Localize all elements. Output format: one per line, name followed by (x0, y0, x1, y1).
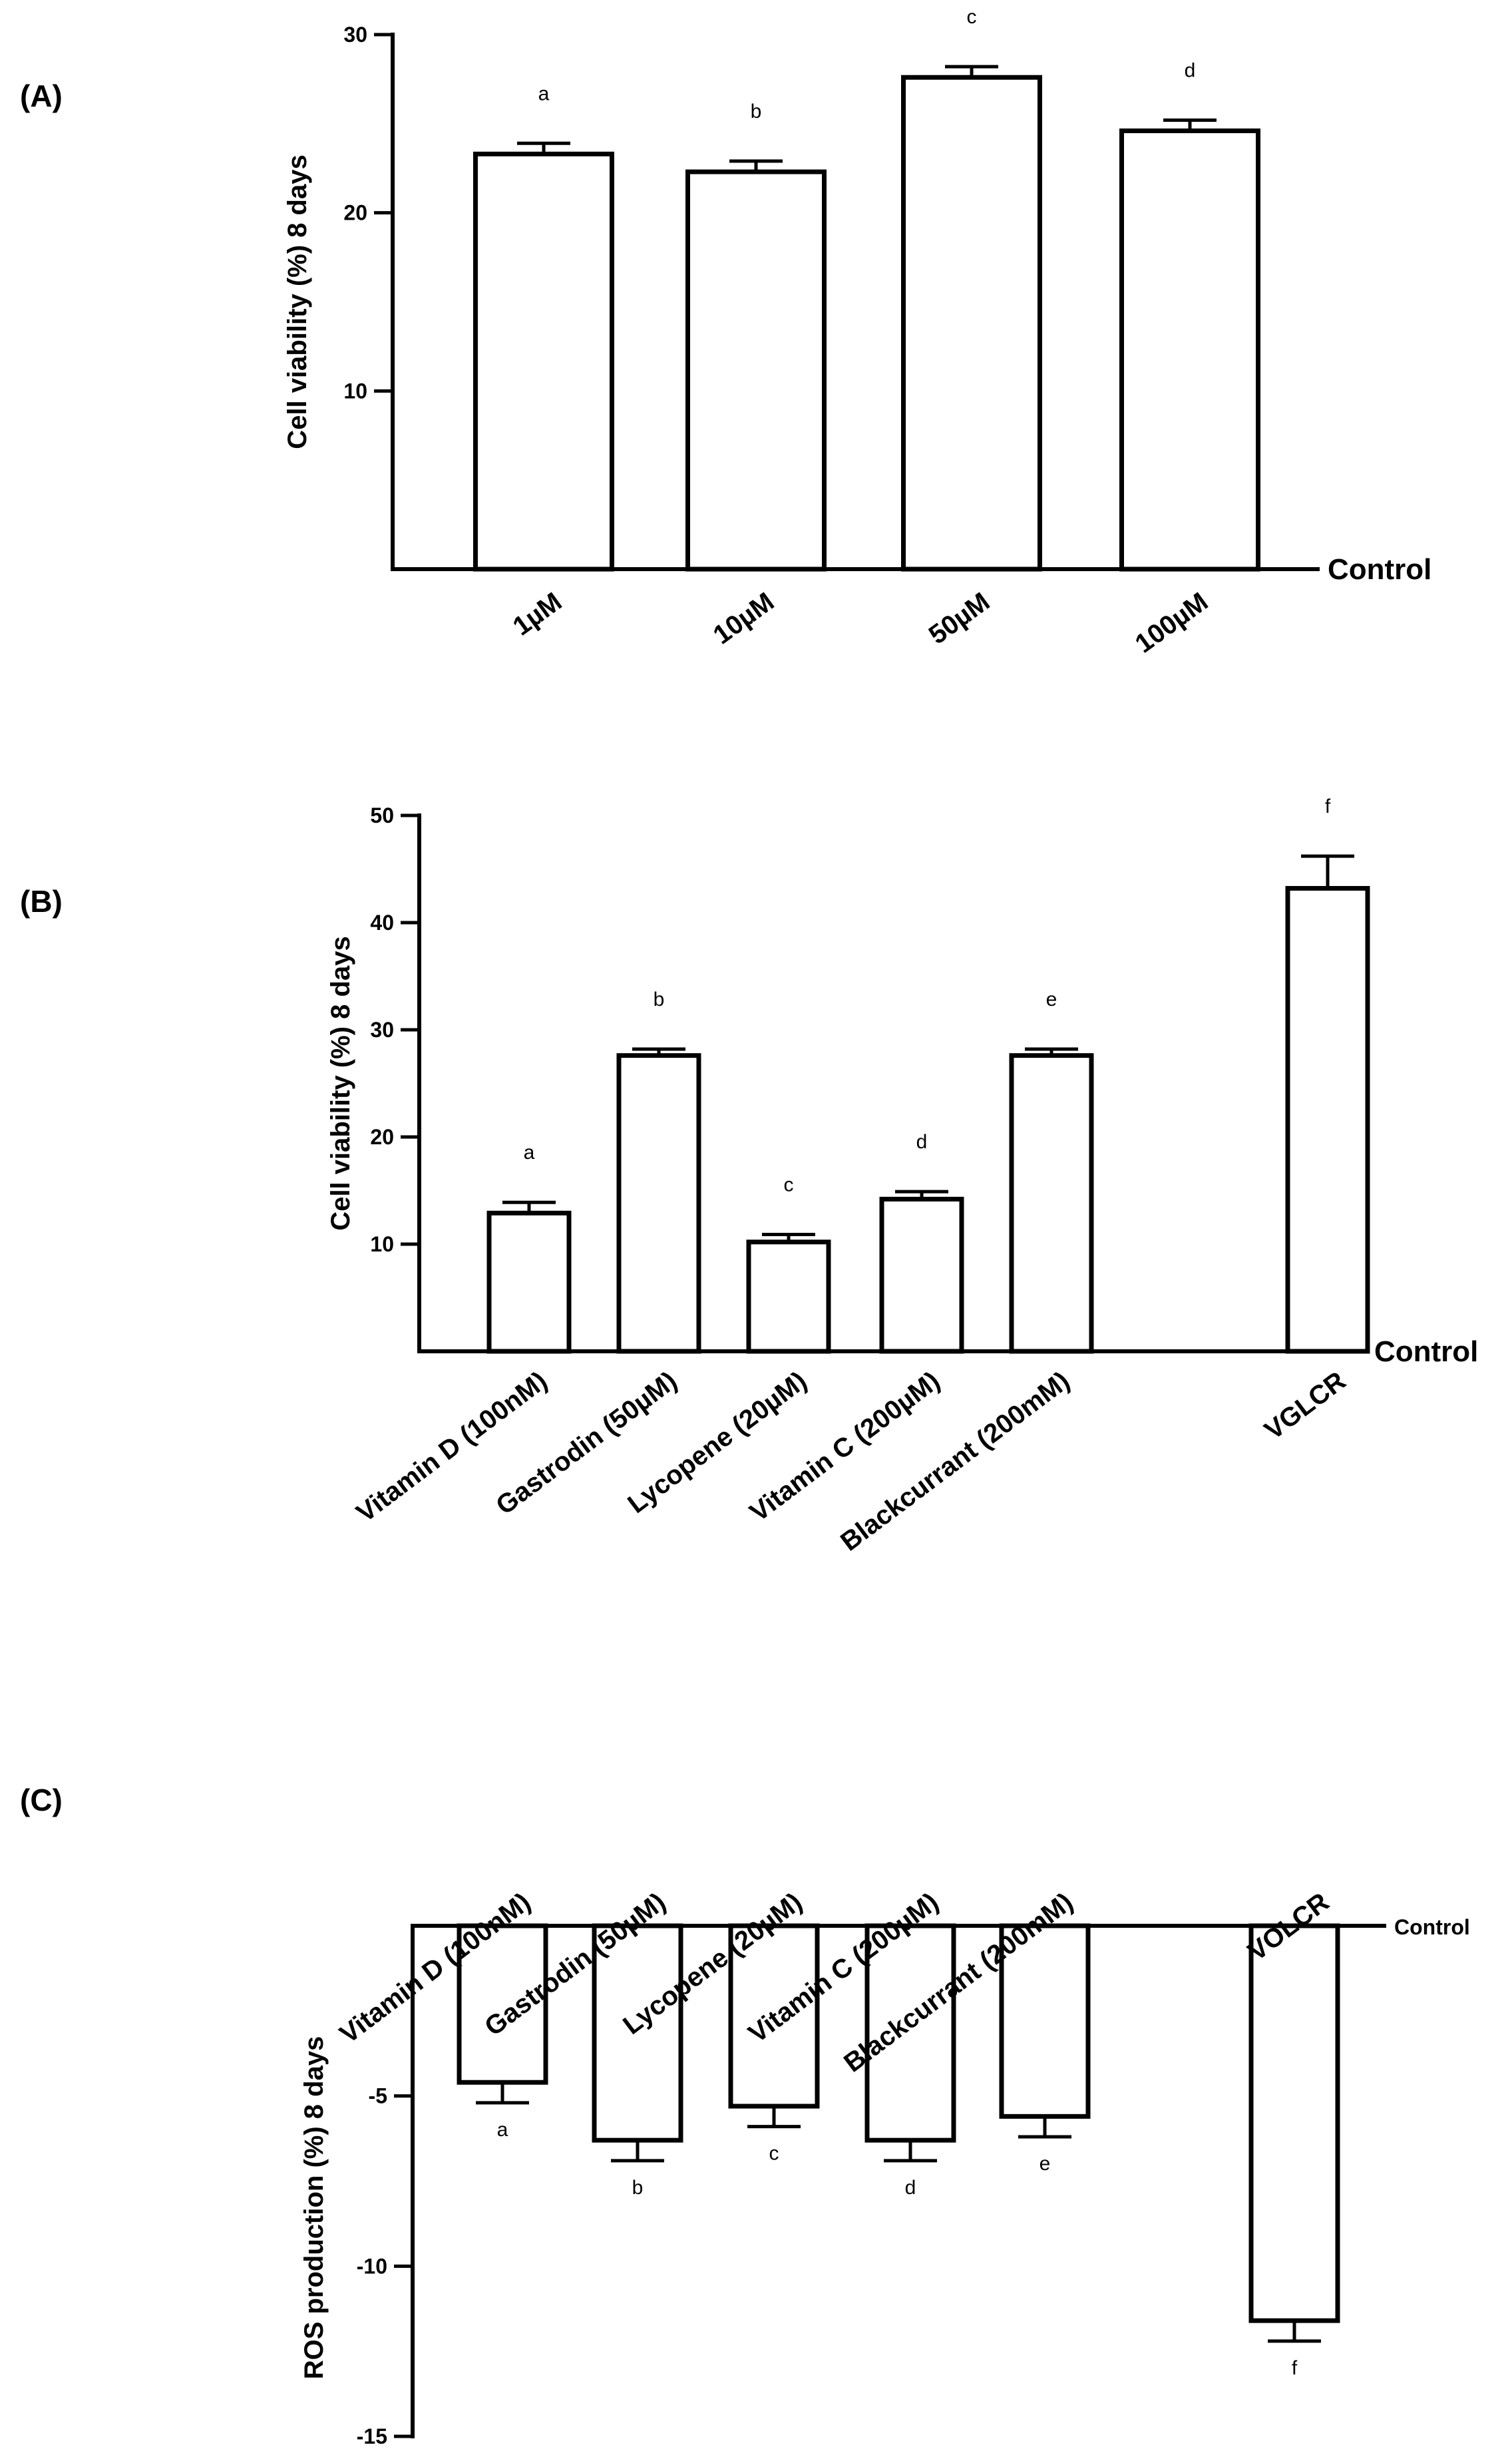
panel-b-bar (486, 1210, 572, 1354)
panel-b-x-tick-label: Blackcurrant (200mM) (835, 1366, 1075, 1557)
panel-c-y-tick-label: -5 (369, 2084, 387, 2108)
panel-a-y-tick-label: 30 (343, 23, 367, 47)
panel-b-label: (B) (20, 884, 63, 919)
panel-b-baseline-label: Control (1374, 1335, 1478, 1368)
panel-c-y-tick-label: -10 (357, 2254, 387, 2278)
panel-c-label: (C) (20, 1783, 63, 1817)
panel-a-significance-letter: a (538, 83, 550, 105)
panel-a-baseline-label: Control (1328, 553, 1431, 586)
panel-c-significance-letter: a (497, 2119, 508, 2141)
panel-b-significance-letter: a (524, 1142, 535, 1164)
panel-a-x-tick-label: 10µM (708, 587, 779, 650)
panel-c-bar (592, 1923, 683, 2143)
panel-a-bar (685, 169, 827, 572)
panel-a-bar (901, 75, 1042, 572)
panel-b-significance-letter: d (916, 1131, 928, 1153)
panel-b-bar (746, 1239, 831, 1354)
panel-c-y-axis-title: ROS production (%) 8 days (299, 2036, 329, 2380)
panel-a-bar (473, 151, 614, 572)
panel-b-significance-letter: e (1046, 989, 1057, 1010)
panel-a-x-tick-label: 1µM (508, 587, 567, 642)
panel-b-y-tick-label: 20 (370, 1125, 394, 1149)
panel-b-significance-letter: b (654, 989, 665, 1010)
panel-c-bar (864, 1923, 956, 2143)
panel-b-y-tick-label: 10 (370, 1232, 394, 1256)
panel-a-y-tick-label: 10 (343, 379, 367, 403)
panel-c-significance-letter: e (1040, 2153, 1051, 2175)
panel-c-bar (728, 1923, 820, 2109)
panel-a-bar (1119, 128, 1260, 572)
panel-c-baseline-label: Control (1394, 1915, 1470, 1939)
panel-b-bar (616, 1053, 701, 1354)
panel-b-y-tick-label: 40 (370, 911, 394, 935)
panel-a-x-tick-label: 50µM (924, 587, 995, 650)
panel-b-bar (1285, 885, 1370, 1354)
panel-a-significance-letter: c (967, 6, 977, 28)
panel-b-significance-letter: f (1325, 795, 1331, 817)
panel-c-significance-letter: c (769, 2143, 779, 2165)
panel-b-y-tick-label: 30 (370, 1018, 394, 1042)
panel-c-significance-letter: f (1292, 2357, 1298, 2379)
panel-c-bar (1248, 1923, 1340, 2323)
panel-a-y-tick-label: 20 (343, 201, 367, 225)
panel-c-y-tick-label: -15 (357, 2424, 387, 2448)
panel-a-y-axis-title: Cell viability (%) 8 days (283, 154, 312, 449)
panel-a-significance-letter: b (751, 101, 762, 122)
panel-b-bar (879, 1196, 964, 1354)
panel-c-significance-letter: d (905, 2177, 916, 2199)
panel-b-x-tick-label: VGLCR (1259, 1366, 1351, 1445)
panel-a-significance-letter: d (1185, 59, 1196, 81)
panel-a-label: (A) (20, 79, 63, 113)
panel-a-x-tick-label: 100µM (1130, 587, 1213, 659)
panel-c-significance-letter: b (632, 2177, 644, 2199)
panel-b-significance-letter: c (784, 1174, 794, 1196)
panel-b-bar (1009, 1053, 1094, 1354)
panel-b-y-axis-title: Cell viability (%) 8 days (326, 936, 355, 1230)
panel-c-bar (457, 1923, 548, 2085)
panel-b-y-tick-label: 50 (370, 803, 394, 827)
